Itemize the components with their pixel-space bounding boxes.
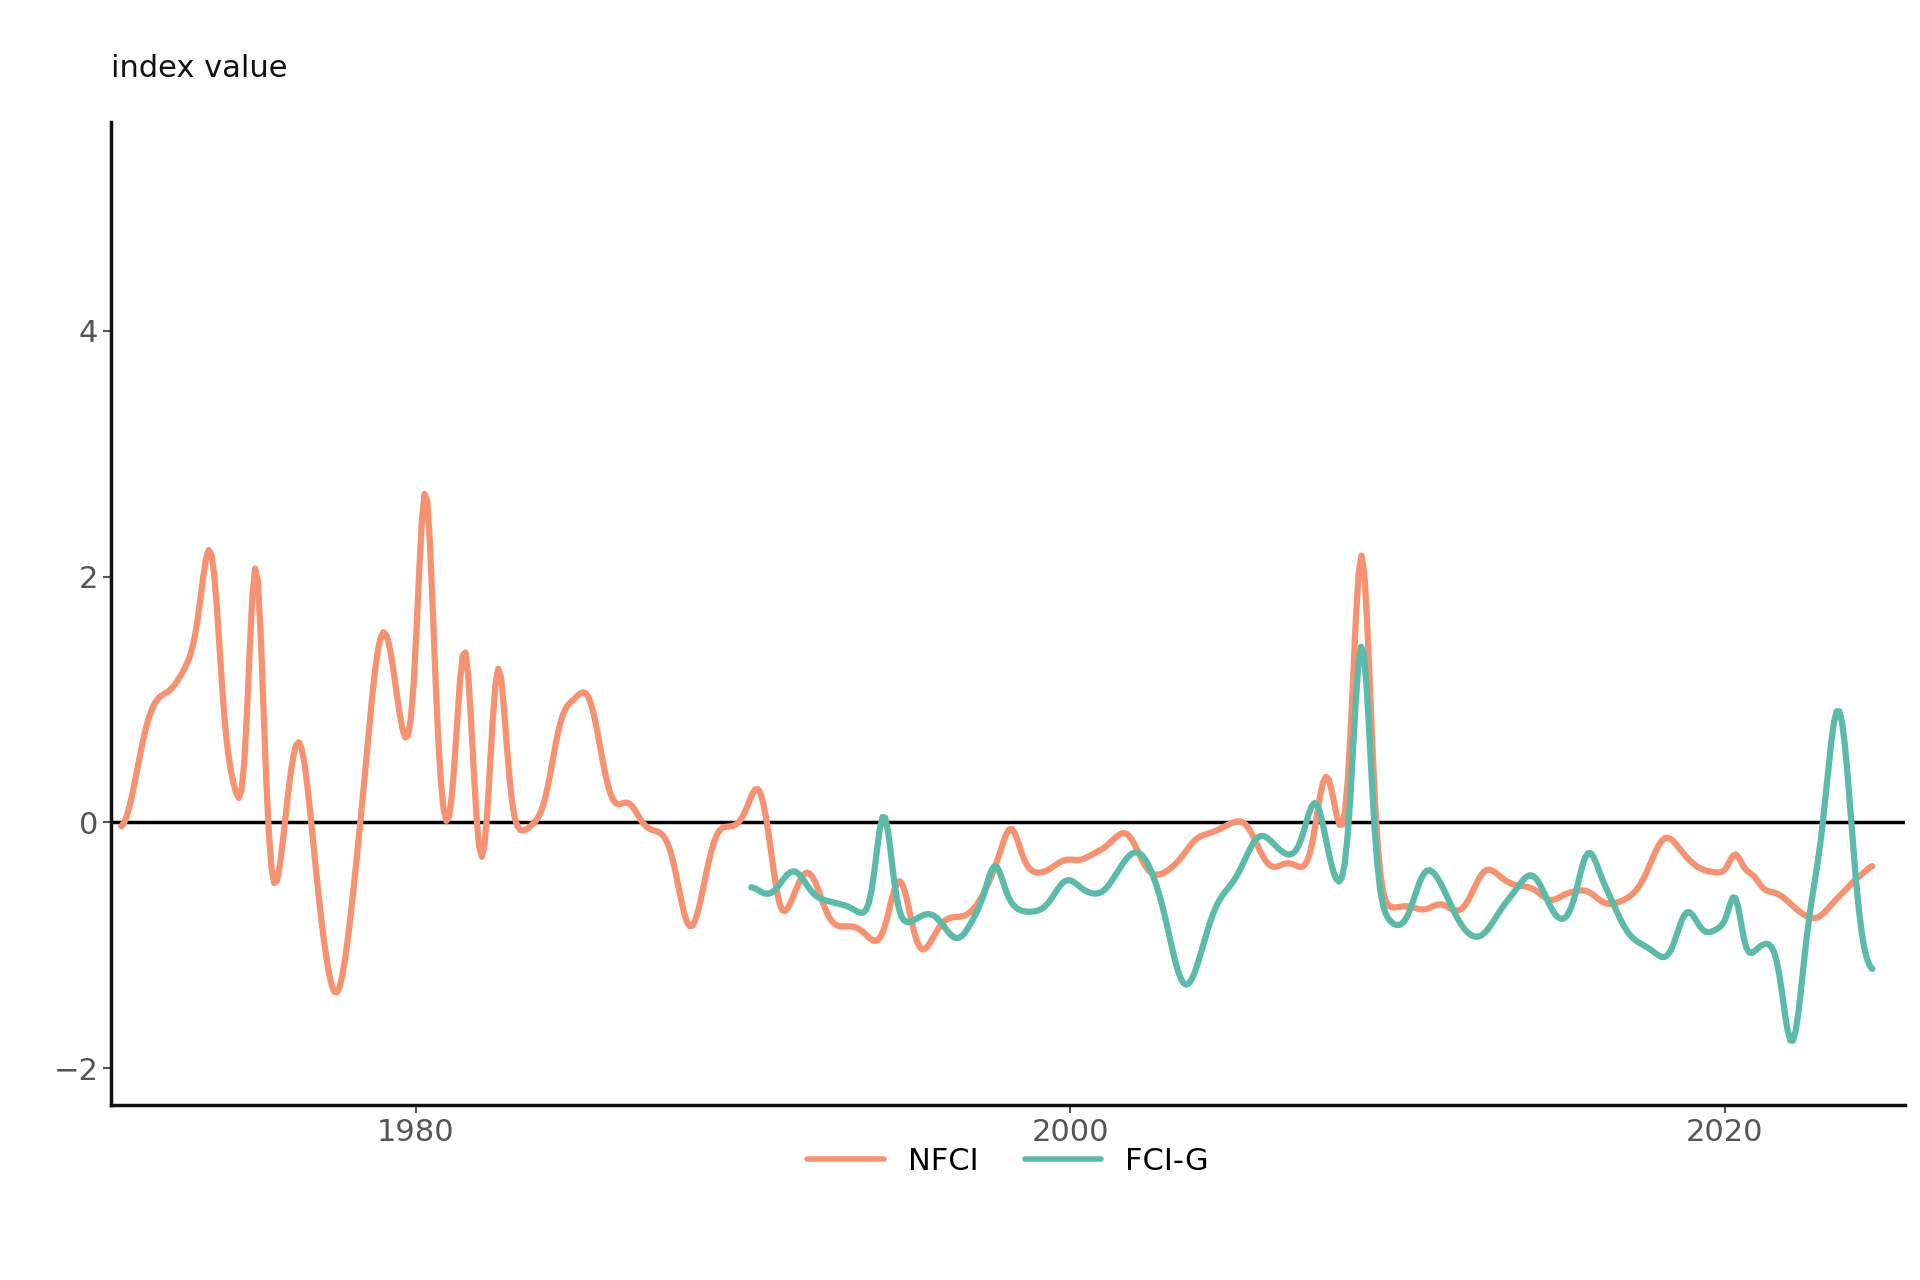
FCI-G — [1782, 1033, 1805, 1048]
NFCI — [1776, 893, 1799, 909]
NFCI — [1286, 859, 1309, 874]
NFCI — [109, 818, 132, 833]
FCI-G — [1043, 886, 1066, 901]
Legend: NFCI, FCI-G: NFCI, FCI-G — [795, 1134, 1221, 1188]
Text: index value: index value — [111, 54, 288, 82]
FCI-G — [1016, 904, 1039, 919]
NFCI — [326, 984, 349, 1000]
NFCI — [361, 685, 384, 700]
Line: FCI-G: FCI-G — [751, 646, 1872, 1041]
NFCI — [1530, 888, 1553, 904]
NFCI — [1438, 900, 1461, 915]
FCI-G — [1860, 961, 1884, 977]
FCI-G — [1200, 913, 1223, 928]
NFCI — [824, 916, 847, 932]
Line: NFCI: NFCI — [121, 494, 1872, 992]
FCI-G — [778, 865, 801, 881]
FCI-G — [1590, 869, 1613, 884]
NFCI — [1860, 859, 1884, 874]
NFCI — [413, 486, 436, 502]
FCI-G — [1014, 904, 1037, 919]
FCI-G — [739, 879, 762, 895]
FCI-G — [1350, 639, 1373, 654]
